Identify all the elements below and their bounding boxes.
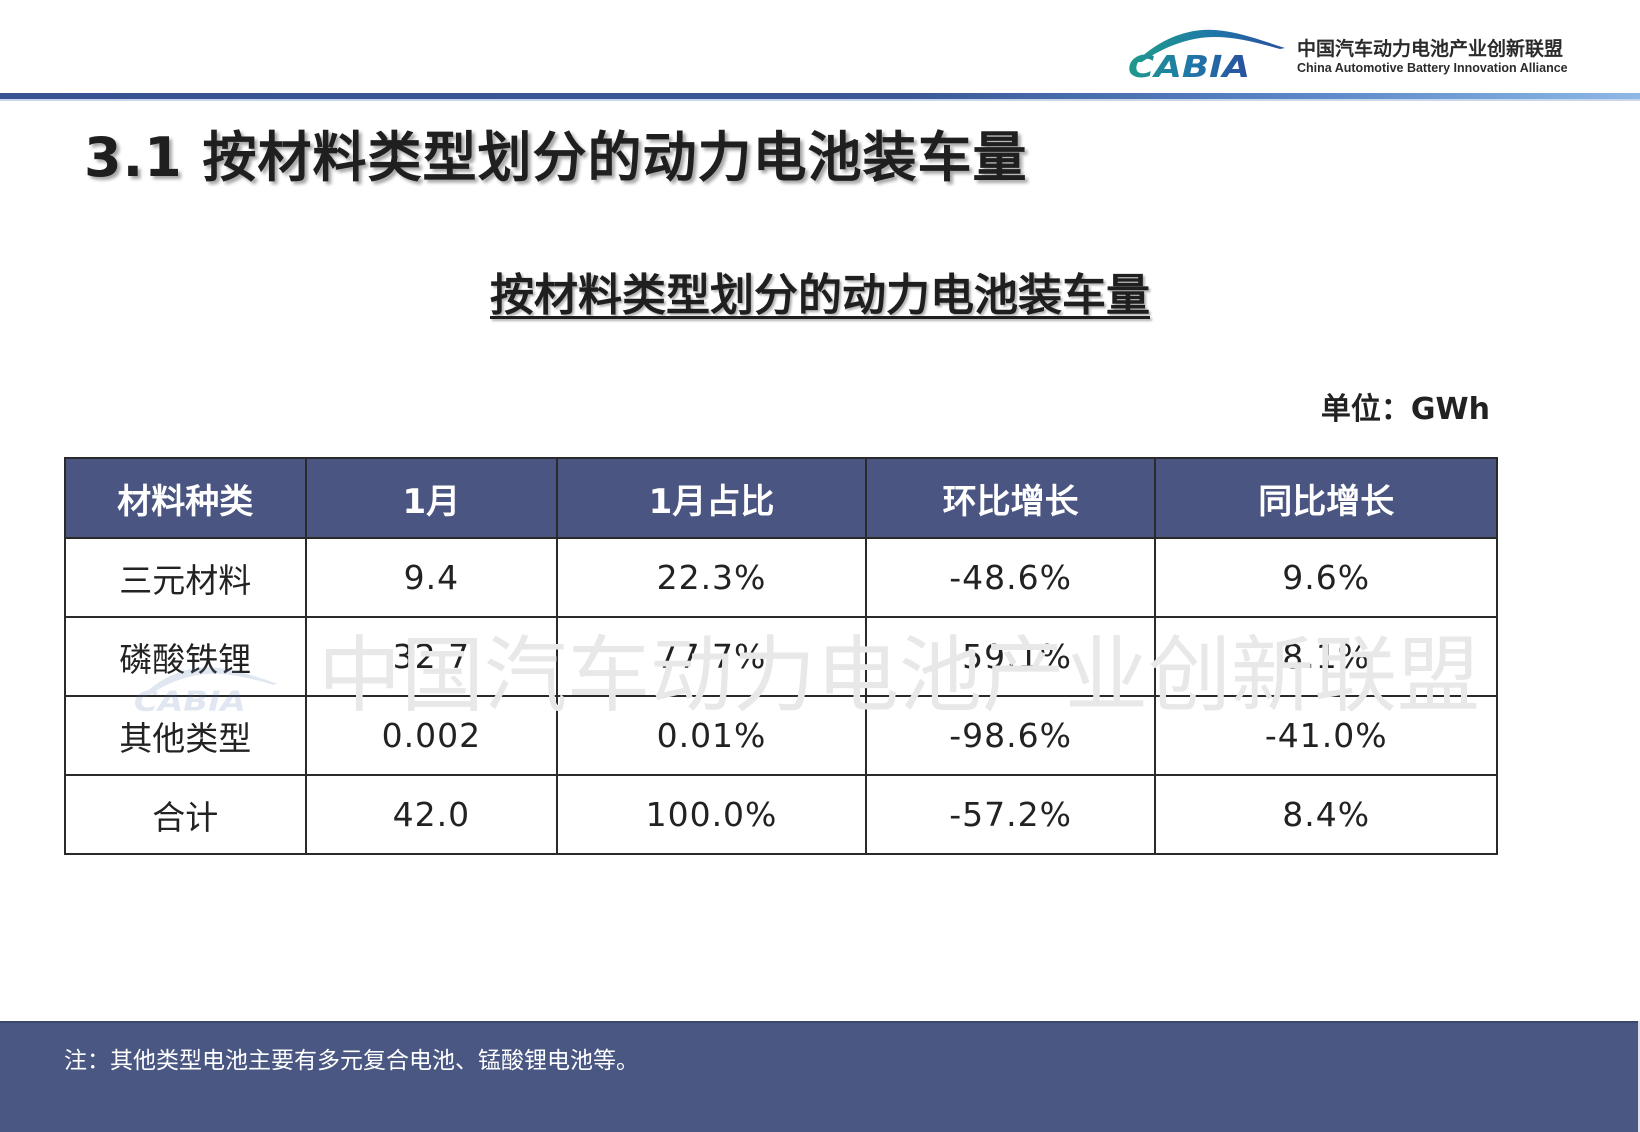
january-share: 22.3% xyxy=(556,537,867,618)
org-name: 中国汽车动力电池产业创新联盟 China Automotive Battery … xyxy=(1297,37,1577,75)
column-header-yoy-growth: 同比增长 xyxy=(1154,457,1498,539)
yoy-growth: -41.0% xyxy=(1154,695,1498,776)
column-header-mom-growth: 环比增长 xyxy=(864,457,1157,539)
battery-material-table: 材料种类 1月 1月占比 环比增长 同比增长 三元材料 9.4 22.3% -4… xyxy=(64,457,1498,855)
table-header-row: 材料种类 1月 1月占比 环比增长 同比增长 xyxy=(64,457,1498,539)
yoy-growth: 8.4% xyxy=(1154,774,1498,855)
org-name-cn: 中国汽车动力电池产业创新联盟 xyxy=(1297,38,1564,60)
org-name-en: China Automotive Battery Innovation Alli… xyxy=(1297,61,1568,75)
svg-text:CABIA: CABIA xyxy=(1128,50,1250,82)
header-divider-bar xyxy=(0,93,1640,99)
cabia-logo: CABIA xyxy=(1120,22,1290,82)
footer-right-edge xyxy=(1638,1021,1640,1132)
table-title-wrap: 按材料类型划分的动力电池装车量 xyxy=(0,268,1640,324)
mom-growth: -98.6% xyxy=(864,695,1157,776)
table-row: 其他类型 0.002 0.01% -98.6% -41.0% xyxy=(64,695,1498,776)
january-share: 0.01% xyxy=(556,695,867,776)
january-value: 0.002 xyxy=(304,695,559,776)
column-header-january: 1月 xyxy=(304,457,559,539)
yoy-growth: 8.1% xyxy=(1154,616,1498,697)
unit-label: 单位：GWh xyxy=(1320,392,1490,427)
january-value: 42.0 xyxy=(304,774,559,855)
january-value: 32.7 xyxy=(304,616,559,697)
material-name: 合计 xyxy=(64,774,307,855)
table-title: 按材料类型划分的动力电池装车量 xyxy=(490,270,1150,321)
table-row-total: 合计 42.0 100.0% -57.2% 8.4% xyxy=(64,774,1498,855)
column-header-january-share: 1月占比 xyxy=(556,457,867,539)
section-title: 3.1 按材料类型划分的动力电池装车量 xyxy=(84,126,1028,189)
material-name: 其他类型 xyxy=(64,695,307,776)
yoy-growth: 9.6% xyxy=(1154,537,1498,618)
footer-band: 注：其他类型电池主要有多元复合电池、锰酸锂电池等。 xyxy=(0,1021,1638,1132)
january-value: 9.4 xyxy=(304,537,559,618)
material-name: 三元材料 xyxy=(64,537,307,618)
car-roof-logo-icon: CABIA xyxy=(1128,29,1285,82)
material-name: 磷酸铁锂 xyxy=(64,616,307,697)
mom-growth: -59.1% xyxy=(864,616,1157,697)
january-share: 100.0% xyxy=(556,774,867,855)
table-row: 三元材料 9.4 22.3% -48.6% 9.6% xyxy=(64,537,1498,618)
table-row: 磷酸铁锂 32.7 77.7% -59.1% 8.1% xyxy=(64,616,1498,697)
header-divider-shadow xyxy=(0,99,1640,101)
january-share: 77.7% xyxy=(556,616,867,697)
column-header-material: 材料种类 xyxy=(64,457,307,539)
mom-growth: -48.6% xyxy=(864,537,1157,618)
footer-note: 注：其他类型电池主要有多元复合电池、锰酸锂电池等。 xyxy=(64,1048,639,1074)
mom-growth: -57.2% xyxy=(864,774,1157,855)
